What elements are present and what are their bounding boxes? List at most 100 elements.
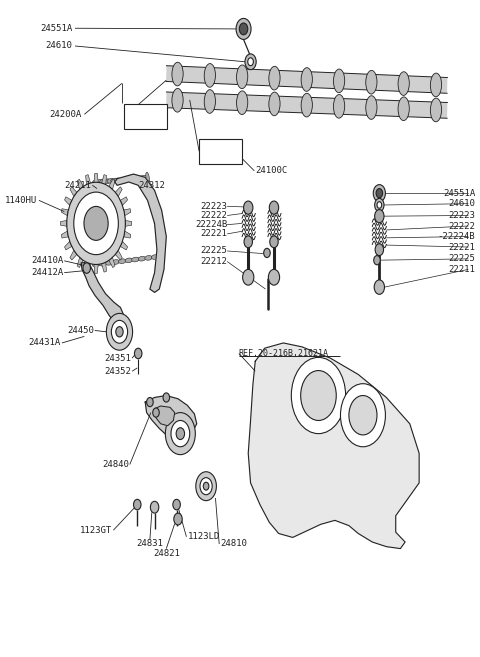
Text: 1140HU: 1140HU (5, 196, 37, 205)
Circle shape (243, 201, 253, 214)
Ellipse shape (156, 227, 159, 238)
Text: 1123LD: 1123LD (187, 532, 220, 541)
Text: 22222: 22222 (200, 211, 227, 220)
Text: 24450: 24450 (67, 326, 94, 335)
Text: 22223: 22223 (200, 202, 227, 211)
Polygon shape (85, 262, 91, 272)
Ellipse shape (151, 204, 155, 214)
Circle shape (111, 321, 128, 343)
Text: REF.20-216B,21621A: REF.20-216B,21621A (239, 349, 329, 358)
Text: 1430JC: 1430JC (126, 106, 156, 115)
Text: 1123GT: 1123GT (80, 526, 112, 535)
Circle shape (373, 185, 385, 202)
Circle shape (374, 280, 384, 294)
Polygon shape (77, 258, 84, 267)
Ellipse shape (204, 64, 216, 87)
Circle shape (204, 482, 209, 490)
Circle shape (171, 420, 190, 447)
Ellipse shape (114, 178, 122, 183)
Text: 24840: 24840 (102, 460, 129, 469)
Text: 22221: 22221 (200, 229, 227, 238)
Text: 24610: 24610 (448, 199, 475, 208)
Ellipse shape (140, 175, 148, 180)
Ellipse shape (151, 255, 159, 260)
Circle shape (268, 269, 280, 285)
Text: 24352: 24352 (104, 367, 131, 376)
Ellipse shape (366, 70, 377, 94)
Polygon shape (155, 406, 175, 426)
Text: 24141: 24141 (201, 153, 226, 162)
Text: 24610: 24610 (46, 41, 72, 51)
Polygon shape (120, 197, 128, 206)
Text: 22225: 22225 (448, 254, 475, 263)
Circle shape (244, 236, 252, 248)
Text: -22224B: -22224B (438, 232, 475, 241)
Circle shape (375, 244, 384, 256)
Circle shape (375, 210, 384, 223)
Ellipse shape (301, 93, 312, 117)
Polygon shape (85, 175, 91, 185)
Polygon shape (124, 231, 131, 238)
Ellipse shape (132, 257, 139, 262)
Circle shape (242, 269, 254, 285)
Ellipse shape (103, 179, 111, 183)
Circle shape (376, 189, 383, 198)
Ellipse shape (366, 96, 377, 120)
Circle shape (375, 198, 384, 212)
Circle shape (374, 256, 380, 265)
Circle shape (240, 23, 248, 35)
Circle shape (116, 327, 123, 337)
FancyBboxPatch shape (124, 104, 167, 129)
Ellipse shape (269, 66, 280, 90)
Ellipse shape (146, 172, 149, 183)
Ellipse shape (204, 89, 216, 113)
Circle shape (349, 396, 377, 435)
Polygon shape (61, 209, 68, 215)
Ellipse shape (125, 177, 133, 181)
Ellipse shape (301, 68, 312, 91)
Polygon shape (65, 241, 72, 250)
Ellipse shape (111, 178, 118, 183)
Polygon shape (120, 241, 128, 250)
Circle shape (245, 54, 256, 70)
Ellipse shape (148, 188, 152, 198)
Polygon shape (65, 197, 72, 206)
Text: 24821: 24821 (153, 549, 180, 558)
Ellipse shape (398, 97, 409, 121)
Polygon shape (248, 343, 419, 549)
Ellipse shape (125, 258, 132, 263)
Circle shape (200, 478, 212, 495)
Polygon shape (61, 231, 68, 238)
Text: 22224B: 22224B (195, 220, 227, 229)
Circle shape (153, 408, 159, 417)
Circle shape (150, 501, 159, 513)
Text: 24100C: 24100C (255, 166, 288, 175)
Text: 24312: 24312 (138, 181, 165, 190)
Ellipse shape (157, 235, 161, 246)
Ellipse shape (107, 179, 115, 183)
Circle shape (269, 201, 279, 214)
Polygon shape (60, 220, 67, 227)
Polygon shape (70, 250, 77, 260)
Ellipse shape (96, 179, 104, 184)
Text: 24831: 24831 (136, 539, 163, 549)
Ellipse shape (269, 92, 280, 116)
Ellipse shape (122, 177, 129, 182)
Circle shape (196, 472, 216, 501)
Ellipse shape (100, 179, 107, 184)
Ellipse shape (136, 176, 144, 181)
Polygon shape (125, 220, 132, 227)
Ellipse shape (150, 196, 154, 206)
Ellipse shape (147, 180, 151, 191)
Circle shape (134, 348, 142, 359)
Text: 22212: 22212 (200, 257, 227, 266)
Circle shape (300, 371, 336, 420)
Circle shape (248, 58, 253, 66)
Text: 22222: 22222 (448, 221, 475, 231)
Circle shape (270, 236, 278, 248)
Ellipse shape (431, 98, 442, 122)
Polygon shape (94, 173, 98, 183)
Polygon shape (77, 179, 84, 189)
Polygon shape (102, 175, 107, 185)
FancyBboxPatch shape (199, 139, 242, 164)
